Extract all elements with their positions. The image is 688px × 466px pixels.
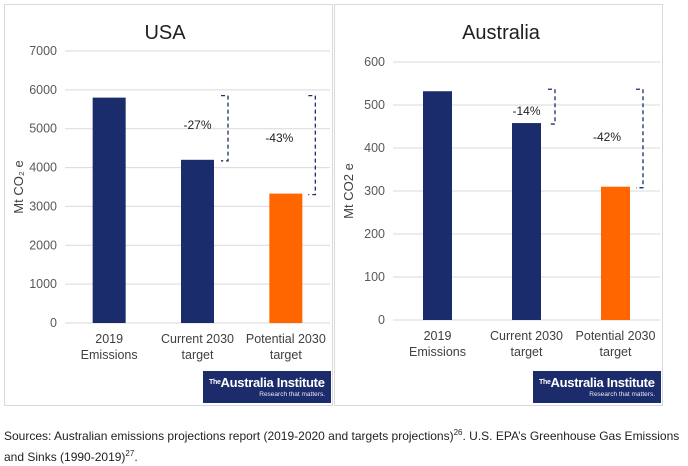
- australia-chart: Australia Mt CO2 e 0 100 200 300 400 500 600 2019…: [341, 22, 660, 359]
- aus-category-label: target: [511, 345, 543, 359]
- usa-y-tick-label: 1000: [29, 277, 57, 291]
- aus-y-tick-label: 600: [364, 55, 385, 69]
- usa-annotation-bracket: [308, 94, 316, 196]
- usa-chart-panel: USA Mt CO₂ e 0 1000 2000 3000 4000 5000 6000 7000…: [4, 4, 333, 406]
- aus-percent-label: -14%: [512, 104, 540, 118]
- aus-y-tick-label: 0: [378, 313, 385, 327]
- aus-y-tick-label: 200: [364, 227, 385, 241]
- aus-category-label: 2019: [424, 329, 452, 343]
- aus-category-label: Current 2030: [490, 329, 563, 343]
- usa-category-label: Current 2030: [161, 332, 234, 346]
- usa-y-tick-label: 6000: [29, 83, 57, 97]
- usa-category-label: 2019: [95, 332, 123, 346]
- usa-y-tick-label: 5000: [29, 122, 57, 136]
- aus-percent-label: -42%: [593, 130, 621, 144]
- aus-y-tick-label: 300: [364, 184, 385, 198]
- aus-bar: [423, 91, 452, 321]
- australia-institute-logo: TheAustralia Institute Research that mat…: [203, 371, 331, 403]
- australia-institute-logo: TheAustralia Institute Research that mat…: [533, 371, 661, 403]
- usa-annotation-bracket: [221, 94, 229, 162]
- usa-category-label: target: [270, 348, 302, 362]
- aus-chart-title: Australia: [462, 22, 541, 44]
- aus-category-label: Potential 2030: [576, 329, 656, 343]
- aus-y-tick-label: 500: [364, 98, 385, 112]
- aus-y-axis-label: Mt CO2 e: [341, 163, 356, 219]
- aus-bar: [601, 186, 630, 320]
- aus-category-label: target: [600, 345, 632, 359]
- usa-y-tick-label: 0: [50, 316, 57, 330]
- usa-percent-label: -43%: [265, 131, 293, 145]
- usa-category-label: Emissions: [81, 348, 138, 362]
- usa-category-label: target: [182, 348, 214, 362]
- usa-y-axis-label: Mt CO₂ e: [11, 160, 26, 213]
- aus-annotation-bracket: [636, 88, 644, 189]
- aus-bar: [512, 123, 541, 320]
- usa-percent-label: -27%: [183, 118, 211, 132]
- australia-chart-panel: Australia Mt CO2 e 0 100 200 300 400 500 600 2019…: [334, 4, 663, 406]
- aus-annotation-bracket: [548, 88, 556, 125]
- aus-category-label: Emissions: [409, 345, 466, 359]
- usa-chart-title: USA: [144, 22, 186, 44]
- usa-bar: [181, 159, 214, 323]
- aus-y-tick-label: 400: [364, 141, 385, 155]
- usa-bar: [92, 97, 126, 323]
- aus-y-tick-label: 100: [364, 270, 385, 284]
- usa-category-label: Potential 2030: [246, 332, 326, 346]
- usa-y-tick-label: 2000: [29, 238, 57, 252]
- usa-bar: [269, 193, 303, 323]
- usa-y-tick-label: 7000: [29, 44, 57, 58]
- usa-y-tick-label: 4000: [29, 161, 57, 175]
- usa-chart: USA Mt CO₂ e 0 1000 2000 3000 4000 5000 6000 7000…: [11, 22, 330, 362]
- usa-y-tick-label: 3000: [29, 199, 57, 213]
- sources-note: Sources: Australian emissions projection…: [4, 428, 680, 464]
